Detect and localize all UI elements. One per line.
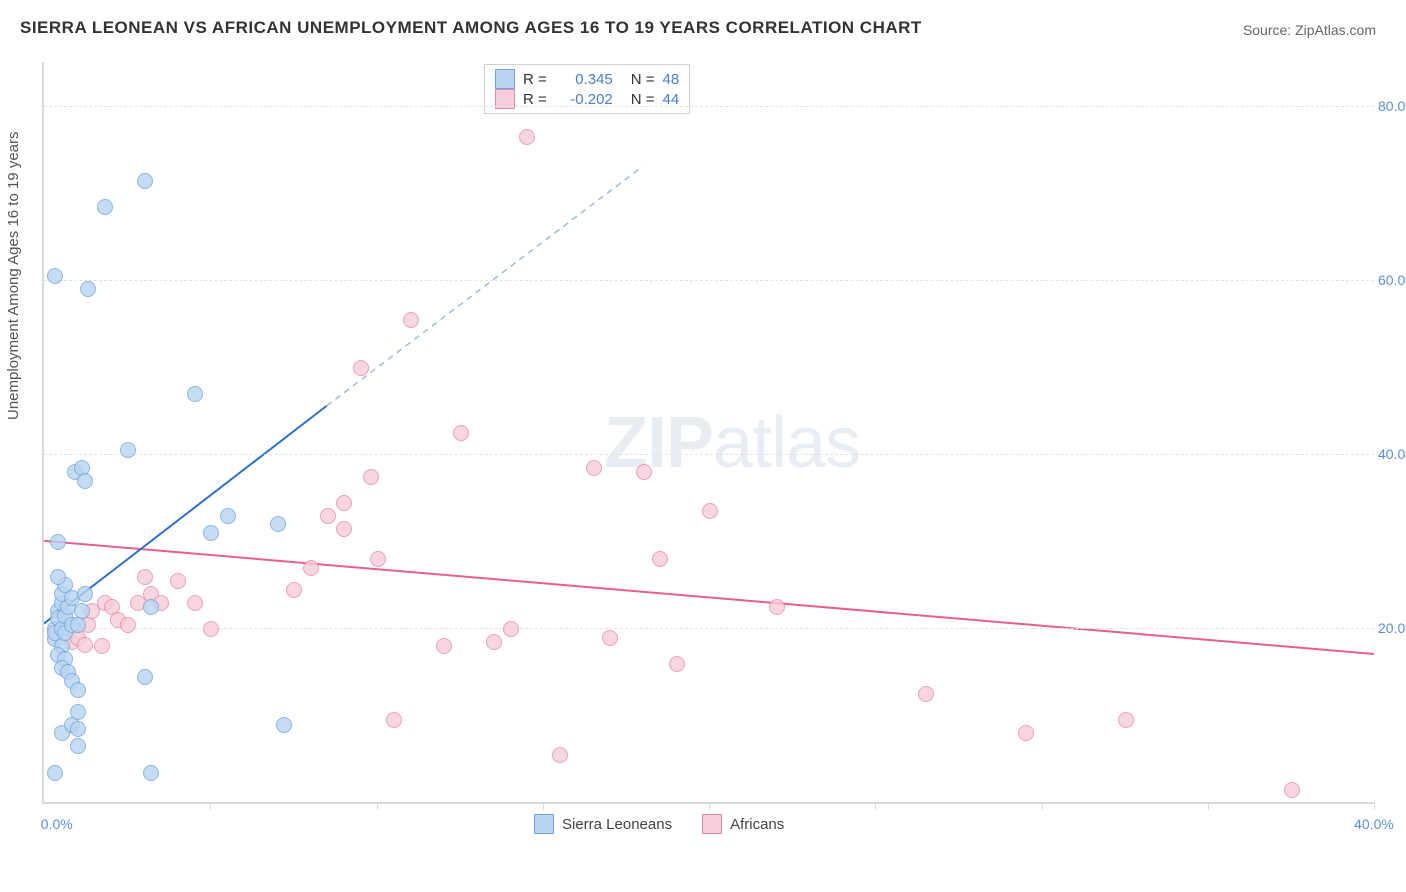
legend-label-africans: Africans [730, 816, 784, 833]
data-point [77, 637, 93, 653]
data-point [220, 508, 236, 524]
data-point [503, 621, 519, 637]
data-point [669, 656, 685, 672]
data-point [50, 534, 66, 550]
data-point [702, 503, 718, 519]
data-point [70, 617, 86, 633]
data-point [1118, 712, 1134, 728]
data-point [137, 173, 153, 189]
trend-line [44, 541, 1374, 654]
chart-plot-area: ZIPatlas R = 0.345 N = 48 R = -0.202 N =… [42, 62, 1374, 804]
data-point [1018, 725, 1034, 741]
x-tick [1042, 802, 1043, 810]
x-tick [210, 802, 211, 810]
data-point [47, 765, 63, 781]
x-tick [709, 802, 710, 810]
data-point [363, 469, 379, 485]
data-point [403, 312, 419, 328]
data-point [97, 199, 113, 215]
data-point [453, 425, 469, 441]
data-point [602, 630, 618, 646]
data-point [286, 582, 302, 598]
data-point [918, 686, 934, 702]
r-value-sierra: 0.345 [555, 71, 613, 88]
legend-item-sierra: Sierra Leoneans [534, 814, 672, 834]
x-tick-label: 40.0% [1354, 816, 1394, 832]
y-tick-label: 40.0% [1378, 446, 1406, 462]
data-point [276, 717, 292, 733]
watermark-bold: ZIP [604, 403, 713, 483]
data-point [143, 599, 159, 615]
x-tick [377, 802, 378, 810]
n-value-sierra: 48 [663, 71, 680, 88]
data-point [336, 495, 352, 511]
y-tick-label: 20.0% [1378, 620, 1406, 636]
data-point [270, 516, 286, 532]
data-point [769, 599, 785, 615]
data-point [386, 712, 402, 728]
trend-line [327, 166, 643, 405]
data-point [652, 551, 668, 567]
data-point [70, 704, 86, 720]
data-point [137, 669, 153, 685]
data-point [203, 525, 219, 541]
data-point [94, 638, 110, 654]
legend-swatch-sierra [495, 69, 515, 89]
legend-label-sierra: Sierra Leoneans [562, 816, 672, 833]
data-point [636, 464, 652, 480]
data-point [77, 586, 93, 602]
x-tick [1208, 802, 1209, 810]
data-point [143, 765, 159, 781]
series-legend: Sierra Leoneans Africans [534, 814, 784, 834]
r-label: R = [523, 71, 547, 88]
data-point [370, 551, 386, 567]
data-point [320, 508, 336, 524]
data-point [70, 721, 86, 737]
n-label: N = [631, 71, 655, 88]
data-point [187, 595, 203, 611]
x-tick [875, 802, 876, 810]
data-point [486, 634, 502, 650]
y-tick-label: 60.0% [1378, 272, 1406, 288]
data-point [436, 638, 452, 654]
trend-lines-layer [44, 62, 1374, 802]
data-point [170, 573, 186, 589]
data-point [203, 621, 219, 637]
data-point [519, 129, 535, 145]
legend-item-africans: Africans [702, 814, 784, 834]
data-point [77, 473, 93, 489]
data-point [187, 386, 203, 402]
data-point [120, 617, 136, 633]
gridline-h [44, 106, 1374, 107]
data-point [586, 460, 602, 476]
gridline-h [44, 280, 1374, 281]
x-tick [1374, 802, 1375, 810]
y-axis-label: Unemployment Among Ages 16 to 19 years [5, 131, 22, 420]
x-tick [543, 802, 544, 810]
source-prefix: Source: [1243, 22, 1295, 38]
legend-swatch-sierra-bot [534, 814, 554, 834]
data-point [137, 569, 153, 585]
data-point [70, 682, 86, 698]
data-point [303, 560, 319, 576]
gridline-h [44, 628, 1374, 629]
gridline-h [44, 454, 1374, 455]
data-point [70, 738, 86, 754]
data-point [50, 569, 66, 585]
watermark-rest: atlas [713, 403, 860, 483]
data-point [1284, 782, 1300, 798]
legend-swatch-africans-bot [702, 814, 722, 834]
legend-row-sierra: R = 0.345 N = 48 [495, 69, 679, 89]
x-tick-label: 0.0% [41, 816, 73, 832]
data-point [336, 521, 352, 537]
data-point [80, 281, 96, 297]
chart-title: SIERRA LEONEAN VS AFRICAN UNEMPLOYMENT A… [20, 18, 922, 38]
y-tick-label: 80.0% [1378, 98, 1406, 114]
data-point [47, 268, 63, 284]
source-link[interactable]: ZipAtlas.com [1295, 22, 1376, 38]
data-point [552, 747, 568, 763]
data-point [120, 442, 136, 458]
source-attribution: Source: ZipAtlas.com [1243, 22, 1376, 38]
data-point [353, 360, 369, 376]
